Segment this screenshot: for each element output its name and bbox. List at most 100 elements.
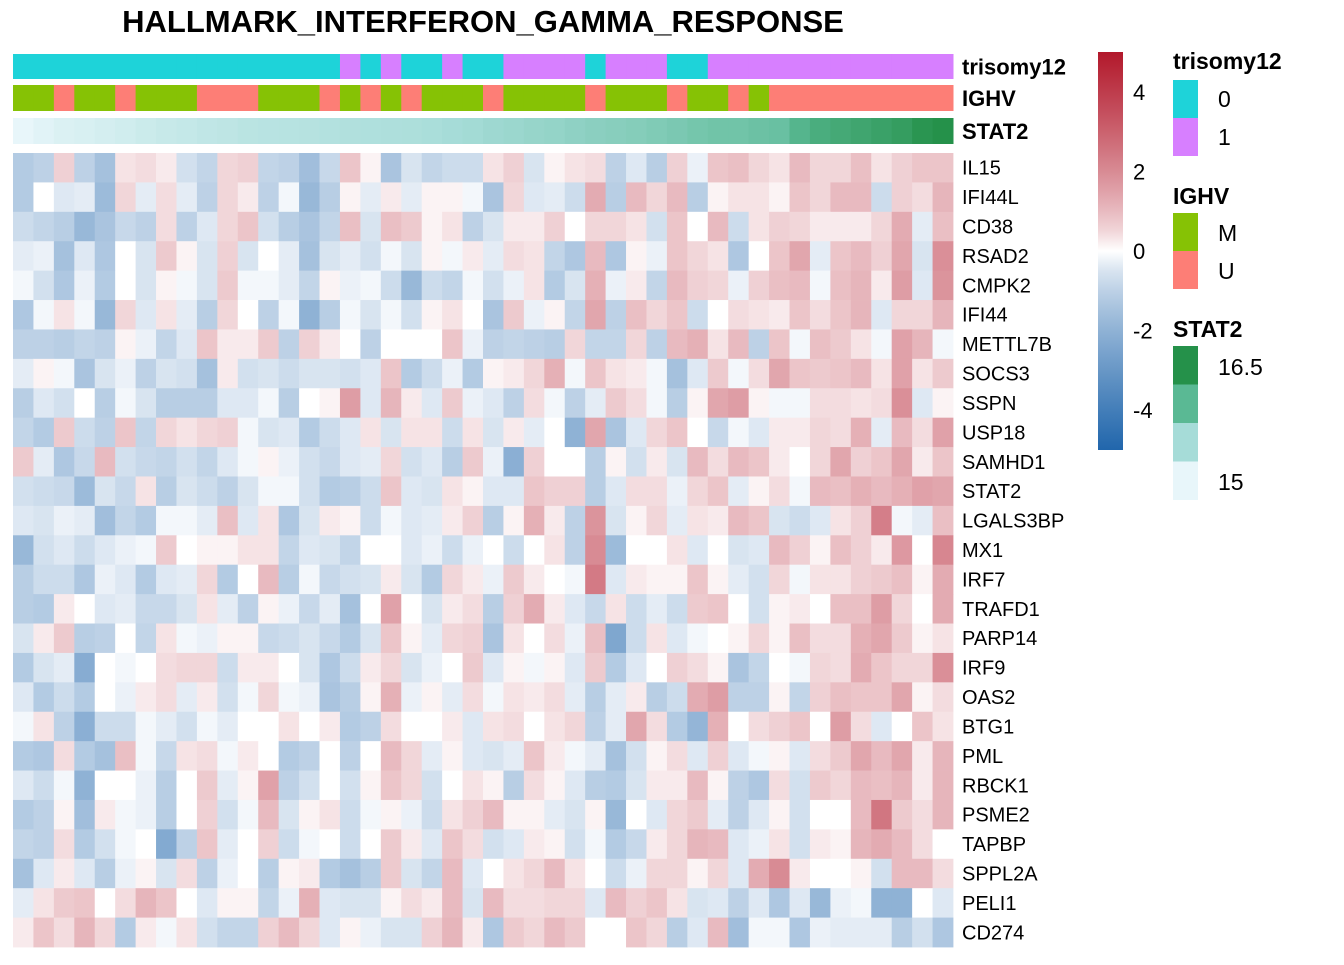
heatmap-cell: [891, 182, 913, 213]
annotation-cell: [871, 85, 893, 111]
heatmap-cell: [850, 535, 872, 566]
heatmap-cell: [462, 505, 484, 536]
heatmap-cell: [748, 300, 770, 330]
heatmap-cell: [666, 652, 688, 683]
heatmap-cell: [53, 300, 75, 330]
heatmap-cell: [932, 652, 954, 683]
annotation-cell: [33, 118, 55, 144]
heatmap-cell: [401, 829, 423, 860]
heatmap-cell: [809, 447, 831, 477]
annotation-cell: [687, 118, 709, 144]
heatmap-cell: [585, 270, 607, 301]
heatmap-cell: [503, 829, 525, 860]
heatmap-cell: [196, 623, 218, 654]
legend-swatch: [1173, 80, 1198, 118]
row-label: LGALS3BP: [962, 511, 1064, 533]
heatmap-cell: [401, 652, 423, 683]
heatmap-cell: [33, 564, 55, 595]
heatmap-cell: [217, 329, 239, 360]
annotation-cell: [748, 118, 770, 144]
heatmap-cell: [115, 476, 137, 507]
heatmap-cell: [871, 270, 893, 301]
heatmap-cell: [442, 770, 463, 801]
annotation-cell: [380, 85, 402, 111]
heatmap-cell: [278, 829, 300, 860]
heatmap-cell: [462, 711, 484, 742]
heatmap-cell: [74, 829, 96, 860]
heatmap-cell: [503, 535, 525, 566]
heatmap-cell: [707, 711, 729, 742]
heatmap-cell: [217, 917, 239, 948]
heatmap-cell: [891, 505, 913, 536]
color-scale-tick: 0: [1133, 239, 1145, 264]
annotation-cell: [544, 54, 566, 79]
heatmap-cell: [258, 829, 280, 860]
annotation-track-trisomy12: [13, 54, 954, 79]
annotation-cell: [258, 118, 280, 144]
heatmap-cell: [360, 505, 382, 536]
heatmap-cell: [115, 858, 137, 889]
heatmap-row: [13, 799, 954, 830]
heatmap-cell: [360, 153, 382, 183]
heatmap-cell: [115, 417, 137, 448]
heatmap-cell: [769, 917, 790, 948]
heatmap-cell: [523, 535, 545, 566]
heatmap-cell: [442, 888, 463, 918]
heatmap-cell: [666, 888, 688, 918]
heatmap-cell: [278, 211, 300, 242]
heatmap-cell: [503, 505, 525, 536]
heatmap-cell: [687, 829, 709, 860]
heatmap-cell: [830, 917, 852, 948]
heatmap-cell: [564, 417, 586, 448]
heatmap-cell: [891, 270, 913, 301]
heatmap-cell: [258, 182, 280, 213]
heatmap-cell: [748, 241, 770, 272]
heatmap-cell: [135, 858, 157, 889]
heatmap-cell: [401, 241, 423, 272]
heatmap-cell: [135, 358, 157, 389]
heatmap-cell: [217, 770, 239, 801]
heatmap-cell: [605, 623, 627, 654]
heatmap-cell: [380, 270, 402, 301]
heatmap-cell: [626, 505, 647, 536]
heatmap-cell: [728, 829, 750, 860]
heatmap-cell: [728, 594, 750, 624]
heatmap-cell: [483, 182, 504, 213]
heatmap-cell: [339, 417, 361, 448]
heatmap-cell: [707, 447, 729, 477]
heatmap-cell: [13, 917, 34, 948]
heatmap-cell: [94, 564, 116, 595]
row-label: SAMHD1: [962, 452, 1045, 474]
heatmap-cell: [319, 682, 341, 713]
heatmap-cell: [789, 153, 811, 183]
heatmap-cell: [789, 417, 811, 448]
heatmap-row: [13, 270, 954, 301]
heatmap-cell: [728, 564, 750, 595]
heatmap-row: [13, 594, 954, 624]
heatmap-cell: [483, 241, 504, 272]
heatmap-cell: [850, 153, 872, 183]
heatmap-cell: [299, 211, 320, 242]
heatmap-cell: [13, 682, 34, 713]
heatmap-cell: [156, 535, 177, 566]
annotation-cell: [769, 85, 791, 111]
heatmap-cell: [339, 594, 361, 624]
annotation-cell: [115, 54, 137, 79]
heatmap-row: [13, 858, 954, 889]
heatmap-cell: [339, 858, 361, 889]
heatmap-cell: [912, 329, 933, 360]
heatmap-cell: [421, 741, 443, 771]
heatmap-cell: [830, 358, 852, 389]
heatmap-cell: [503, 858, 525, 889]
heatmap-cell: [196, 741, 218, 771]
heatmap-cell: [442, 799, 463, 830]
heatmap-cell: [850, 211, 872, 242]
heatmap-cell: [196, 858, 218, 889]
heatmap-cell: [462, 535, 484, 566]
heatmap-cell: [33, 711, 55, 742]
heatmap-cell: [912, 770, 933, 801]
heatmap-cell: [339, 652, 361, 683]
heatmap-cell: [646, 153, 668, 183]
heatmap-cell: [503, 917, 525, 948]
